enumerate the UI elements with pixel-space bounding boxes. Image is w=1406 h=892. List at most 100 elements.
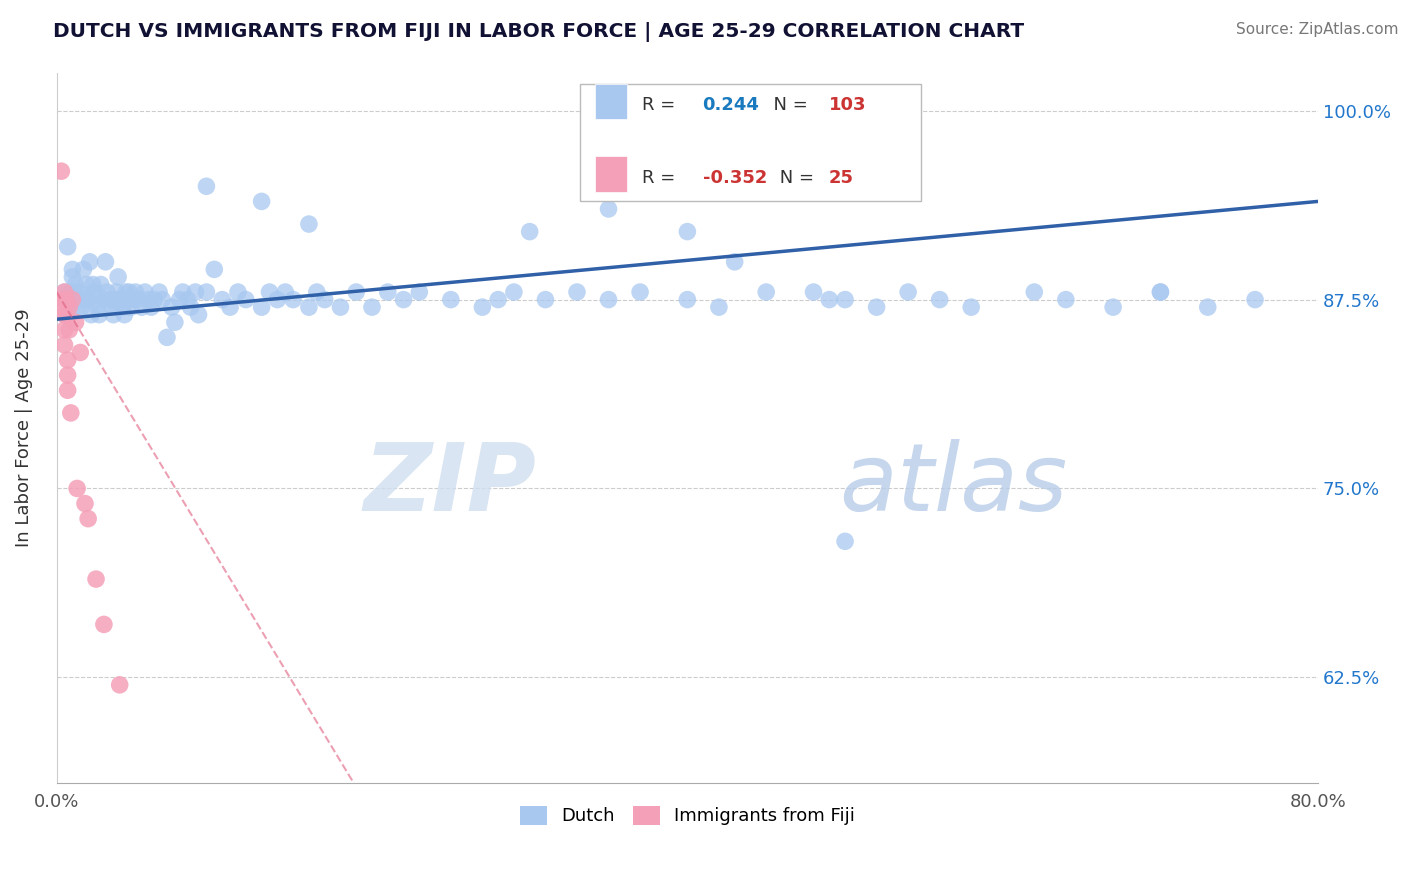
Point (818, 293, 841, 307)
Point (1149, 285, 1171, 299)
Point (77, 293, 100, 307)
Point (66, 300, 89, 314)
Point (392, 293, 415, 307)
Point (195, 285, 218, 299)
Point (598, 202, 620, 216)
Point (56, 353, 79, 368)
Point (1054, 293, 1077, 307)
Point (51, 164, 73, 178)
Point (103, 308, 125, 322)
Point (834, 534, 856, 549)
Point (53, 338, 76, 352)
Point (59, 406, 82, 420)
Point (259, 285, 281, 299)
Point (73, 497, 96, 511)
Point (55, 293, 77, 307)
Point (150, 293, 173, 307)
Point (124, 285, 146, 299)
Point (93, 617, 115, 632)
Point (65, 315, 87, 329)
FancyBboxPatch shape (595, 156, 627, 192)
Point (156, 330, 179, 344)
Point (143, 293, 166, 307)
Point (266, 293, 288, 307)
Text: -0.352: -0.352 (703, 169, 766, 186)
Point (111, 300, 134, 314)
Point (56, 240, 79, 254)
Point (52, 300, 75, 314)
Point (163, 315, 186, 329)
Point (53, 323, 76, 337)
Point (94, 255, 117, 269)
Point (63, 293, 86, 307)
Legend: Dutch, Immigrants from Fiji: Dutch, Immigrants from Fiji (510, 797, 865, 834)
Point (136, 293, 159, 307)
Point (676, 225, 699, 239)
Text: N =: N = (762, 96, 813, 114)
Point (202, 262, 225, 277)
Point (108, 293, 131, 307)
Point (56, 383, 79, 397)
Point (1149, 285, 1171, 299)
Point (519, 225, 541, 239)
Point (184, 285, 207, 299)
Point (72, 262, 94, 277)
Point (53, 293, 76, 307)
Point (897, 285, 920, 299)
Point (250, 300, 273, 314)
Point (160, 300, 183, 314)
Point (118, 285, 141, 299)
FancyBboxPatch shape (581, 84, 921, 201)
Point (112, 308, 135, 322)
Point (219, 300, 242, 314)
Point (1244, 293, 1267, 307)
Text: ZIP: ZIP (363, 439, 536, 531)
Point (598, 293, 620, 307)
Point (86, 300, 108, 314)
Point (60, 293, 83, 307)
Point (928, 293, 950, 307)
Point (59, 285, 82, 299)
Point (361, 300, 384, 314)
Point (565, 285, 588, 299)
Point (235, 293, 257, 307)
Point (66, 482, 89, 496)
Point (344, 285, 367, 299)
Point (120, 300, 142, 314)
Point (724, 255, 747, 269)
Point (298, 300, 321, 314)
Point (471, 300, 494, 314)
Point (70, 300, 93, 314)
Point (305, 285, 328, 299)
Point (187, 308, 209, 322)
Point (93, 293, 115, 307)
Point (82, 277, 104, 292)
Text: 103: 103 (828, 96, 866, 114)
Point (329, 300, 352, 314)
Point (128, 293, 150, 307)
Point (211, 293, 233, 307)
Point (58, 323, 80, 337)
Point (90, 277, 112, 292)
Point (60, 262, 83, 277)
Point (676, 293, 699, 307)
Point (628, 285, 651, 299)
Point (180, 300, 202, 314)
Point (274, 285, 297, 299)
Point (134, 285, 156, 299)
Point (73, 293, 96, 307)
Point (707, 300, 730, 314)
Point (1197, 300, 1219, 314)
Point (408, 285, 430, 299)
Point (76, 277, 98, 292)
Point (84, 293, 107, 307)
Point (107, 269, 129, 284)
Point (834, 293, 856, 307)
Point (79, 255, 101, 269)
Point (58, 293, 80, 307)
Point (101, 300, 124, 314)
Point (803, 285, 825, 299)
Point (440, 293, 463, 307)
Point (53, 285, 76, 299)
Point (58, 300, 80, 314)
